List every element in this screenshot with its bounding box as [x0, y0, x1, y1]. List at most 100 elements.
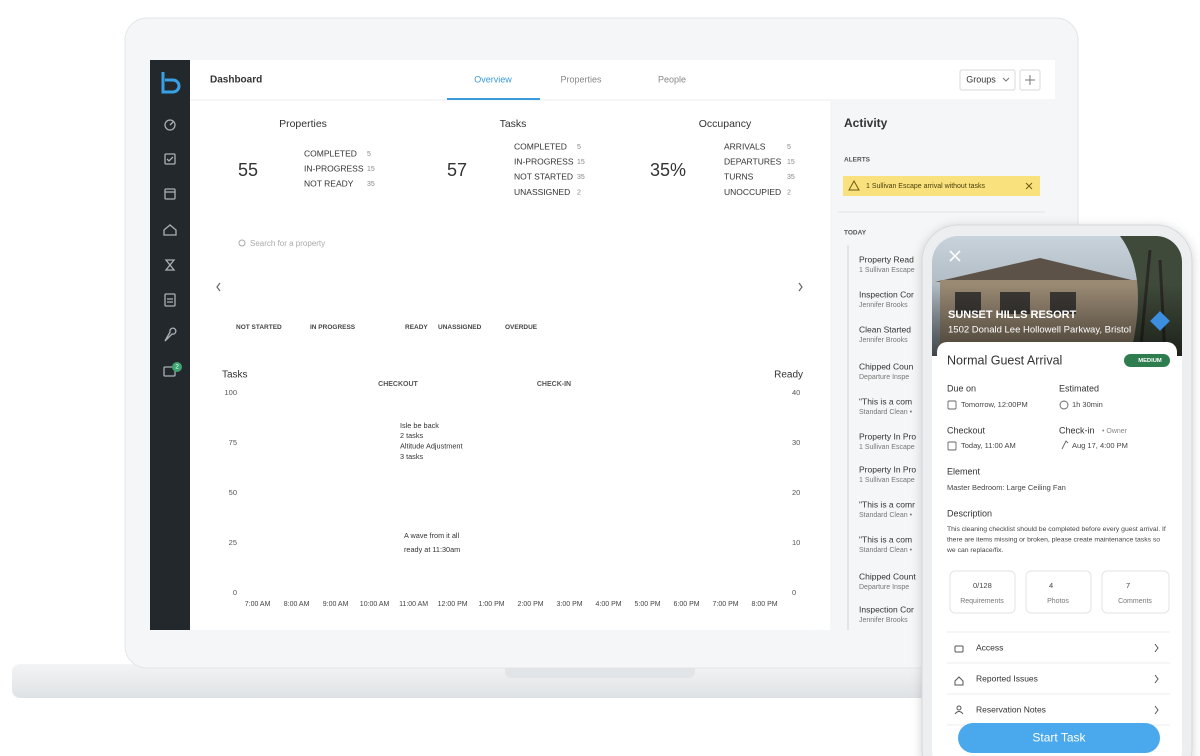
legend-value: 5: [577, 144, 581, 151]
y-axis-title: Tasks: [222, 370, 248, 381]
stat-value: 4: [1049, 581, 1053, 590]
field-label: Estimated: [1059, 383, 1099, 393]
activity-title: Inspection Cor: [859, 604, 914, 614]
field-label: Check-in: [1059, 425, 1095, 435]
x-tick-label: 10:00 AM: [360, 601, 390, 608]
description-line: This cleaning checklist should be comple…: [947, 526, 1168, 533]
element-value: Master Bedroom: Large Ceiling Fan: [947, 483, 1066, 492]
activity-title: Chipped Coun: [859, 361, 914, 371]
y2-tick-label: 20: [792, 488, 800, 497]
logo: [161, 72, 181, 94]
laptop-base: [12, 664, 1190, 698]
y2-tick-label: 10: [792, 538, 800, 547]
pager-arrows[interactable]: [216, 282, 803, 292]
legend-label: DEPARTURES: [724, 156, 782, 166]
stat-label: Requirements: [960, 598, 1004, 605]
description-line: we can replace/fix.: [946, 547, 1003, 554]
summary-title: Properties: [279, 118, 327, 130]
legend-label: IN-PROGRESS: [514, 156, 574, 166]
marker-label: CHECKOUT: [378, 381, 418, 388]
tooltip-text: A wave from it all: [404, 531, 460, 540]
badge: [172, 362, 182, 372]
donut-center: 35%: [650, 160, 686, 180]
legend-label: COMPLETED: [304, 148, 357, 158]
tooltip-text: 3 tasks: [400, 452, 423, 461]
activity-sub: Standard Clean •: [859, 512, 913, 519]
link[interactable]: Reported Issues: [976, 673, 1038, 683]
stat-value: 7: [1126, 581, 1130, 590]
x-tick-label: 4:00 PM: [596, 601, 622, 608]
y2-tick-label: 30: [792, 438, 800, 447]
activity-sub: Departure Inspe: [859, 584, 909, 591]
activity-title: "This is a com: [859, 534, 912, 544]
legend-label: NOT READY: [304, 179, 354, 189]
x-tick-label: 6:00 PM: [674, 601, 700, 608]
activity-title: Chipped Count: [859, 571, 916, 581]
activity-title: Property Read: [859, 254, 914, 264]
alert-text: 1 Sullivan Escape arrival without tasks: [866, 183, 986, 190]
link-icons: [954, 643, 1159, 715]
activity-sub: Departure Inspe: [859, 374, 909, 381]
stat-cards: [949, 570, 1170, 614]
legend-value: 2: [787, 189, 791, 196]
close-alert[interactable]: [1025, 182, 1033, 190]
activity-sub: 1 Sullivan Escape: [859, 267, 915, 274]
link[interactable]: Access: [976, 642, 1003, 652]
legend-label: UNASSIGNED: [514, 187, 570, 197]
property-address: 1502 Donald Lee Hollowell Parkway, Brist…: [948, 325, 1131, 336]
x-tick-label: 5:00 PM: [635, 601, 661, 608]
y-tick-label: 25: [229, 538, 237, 547]
property-name: SUNSET HILLS RESORT: [948, 309, 1077, 321]
legend-label: TURNS: [724, 172, 754, 182]
today-label: TODAY: [844, 230, 867, 237]
description-label: Description: [947, 508, 992, 518]
task-card: [937, 342, 1177, 756]
stat-label: Comments: [1118, 598, 1152, 605]
field-value: Today, 11:00 AM: [961, 441, 1016, 450]
search-placeholder: Search for a property: [250, 239, 325, 248]
activity-sub: 1 Sullivan Escape: [859, 444, 915, 451]
element-label: Element: [947, 466, 981, 476]
activity-title: "This is a com: [859, 396, 912, 406]
activity-title: "This is a comr: [859, 499, 915, 509]
y2-tick-label: 0: [792, 588, 796, 597]
activity-title: Activity: [844, 116, 888, 130]
donut-center: 55: [238, 160, 258, 180]
legend-value: 15: [787, 159, 795, 166]
field-value: Aug 17, 4:00 PM: [1072, 441, 1128, 450]
tooltip-text: 2 tasks: [400, 431, 423, 440]
alerts-label: ALERTS: [844, 157, 871, 164]
field-note: • Owner: [1102, 428, 1128, 435]
tab[interactable]: Properties: [560, 74, 602, 84]
activity-sub: Jennifer Brooks: [859, 337, 908, 344]
priority-badge: [1124, 354, 1170, 367]
activity-title: Property In Pro: [859, 464, 916, 474]
task-title: Normal Guest Arrival: [947, 353, 1062, 367]
y-tick-label: 75: [229, 438, 237, 447]
x-tick-label: 3:00 PM: [557, 601, 583, 608]
caret: [1002, 77, 1010, 82]
legend-value: 35: [787, 174, 795, 181]
legend-label: IN-PROGRESS: [304, 163, 364, 173]
description-line: there are items missing or broken, pleas…: [947, 536, 1162, 543]
field-icons: [947, 400, 1069, 451]
x-tick-label: 8:00 PM: [752, 601, 778, 608]
plus-icon: [1025, 75, 1035, 85]
x-tick-label: 7:00 AM: [245, 601, 271, 608]
activity-sub: Jennifer Brooks: [859, 617, 908, 624]
legend-value: 35: [367, 181, 375, 188]
start-task-button[interactable]: [958, 723, 1160, 753]
heatmap-legend-label: OVERDUE: [505, 324, 538, 331]
tab[interactable]: Overview: [474, 74, 512, 84]
tab[interactable]: People: [658, 74, 686, 84]
groups-dropdown[interactable]: [959, 69, 1016, 91]
heatmap-legend-label: READY: [405, 324, 428, 331]
x-tick-label: 8:00 AM: [284, 601, 310, 608]
activity-sub: Jennifer Brooks: [859, 302, 908, 309]
phone-screen: [932, 236, 1182, 756]
legend-label: UNOCCUPIED: [724, 187, 781, 197]
x-tick-label: 2:00 PM: [518, 601, 544, 608]
link[interactable]: Reservation Notes: [976, 704, 1046, 714]
